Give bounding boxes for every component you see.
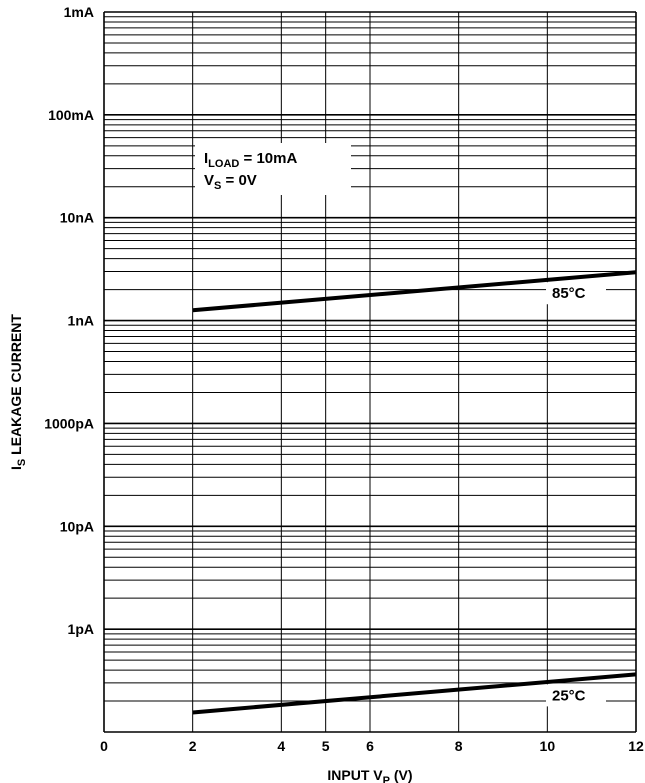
x-tick-label: 12 bbox=[628, 738, 644, 754]
annotation-background bbox=[195, 143, 351, 195]
x-tick-label: 8 bbox=[455, 738, 463, 754]
series-label-background bbox=[546, 684, 606, 707]
series-labels: 85°C 25°C bbox=[546, 282, 606, 707]
annotation-vs: VS = 0V bbox=[204, 172, 257, 192]
annotation-box: ILOAD = 10mA VS = 0V bbox=[195, 143, 351, 195]
y-tick-label: 1000pA bbox=[44, 415, 94, 431]
series-label-0: 85°C bbox=[552, 285, 586, 302]
annotation-iload: ILOAD = 10mA bbox=[204, 150, 297, 170]
y-tick-label: 10pA bbox=[60, 518, 94, 534]
series-label-background bbox=[546, 282, 606, 305]
x-tick-label: 5 bbox=[322, 738, 330, 754]
grid bbox=[103, 11, 637, 733]
x-tick-label: 6 bbox=[366, 738, 374, 754]
series-label-1: 25°C bbox=[552, 687, 586, 704]
y-tick-label: 1mA bbox=[64, 4, 94, 20]
series-line-0 bbox=[192, 270, 637, 313]
y-tick-label: 100mA bbox=[48, 107, 94, 123]
x-tick-labels: 0 2 4 5 6 8 10 12 bbox=[100, 738, 644, 754]
y-tick-label: 1pA bbox=[68, 621, 94, 637]
series-line-1 bbox=[192, 672, 637, 715]
y-tick-label: 1nA bbox=[68, 313, 94, 329]
y-tick-label: 10nA bbox=[60, 210, 94, 226]
x-axis-title: INPUT VP (V) bbox=[327, 767, 412, 783]
series-lines bbox=[192, 270, 637, 715]
y-tick-labels: 1mA 100mA 10nA 1nA 1000pA 10pA 1pA bbox=[44, 4, 94, 637]
y-axis-title: IS LEAKAGE CURRENT bbox=[8, 314, 28, 470]
x-tick-label: 4 bbox=[277, 738, 285, 754]
x-tick-label: 0 bbox=[100, 738, 108, 754]
x-tick-label: 2 bbox=[189, 738, 197, 754]
x-tick-label: 10 bbox=[540, 738, 556, 754]
